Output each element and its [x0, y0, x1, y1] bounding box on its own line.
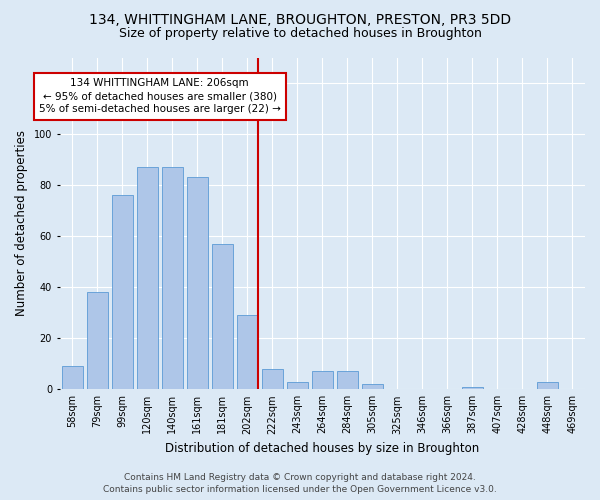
Bar [337, 372, 358, 390]
Bar [462, 387, 483, 390]
X-axis label: Distribution of detached houses by size in Broughton: Distribution of detached houses by size … [165, 442, 479, 455]
Y-axis label: Number of detached properties: Number of detached properties [15, 130, 28, 316]
Bar [112, 196, 133, 390]
Bar [137, 168, 158, 390]
Text: 134, WHITTINGHAM LANE, BROUGHTON, PRESTON, PR3 5DD: 134, WHITTINGHAM LANE, BROUGHTON, PRESTO… [89, 12, 511, 26]
Bar [287, 382, 308, 390]
Bar [212, 244, 233, 390]
Text: 134 WHITTINGHAM LANE: 206sqm
← 95% of detached houses are smaller (380)
5% of se: 134 WHITTINGHAM LANE: 206sqm ← 95% of de… [39, 78, 281, 114]
Bar [537, 382, 558, 390]
Text: Contains HM Land Registry data © Crown copyright and database right 2024.
Contai: Contains HM Land Registry data © Crown c… [103, 472, 497, 494]
Bar [262, 369, 283, 390]
Bar [362, 384, 383, 390]
Bar [62, 366, 83, 390]
Text: Size of property relative to detached houses in Broughton: Size of property relative to detached ho… [119, 28, 481, 40]
Bar [161, 168, 183, 390]
Bar [187, 178, 208, 390]
Bar [236, 316, 258, 390]
Bar [86, 292, 108, 390]
Bar [312, 372, 333, 390]
